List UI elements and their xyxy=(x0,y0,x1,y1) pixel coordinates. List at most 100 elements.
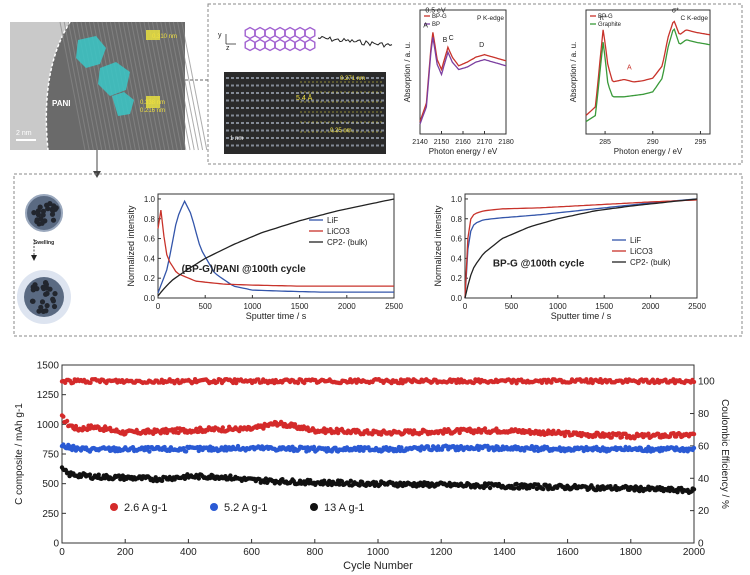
p_kedge-xtick-label: 2160 xyxy=(455,139,471,146)
p_kedge-xtick-label: 2170 xyxy=(477,139,493,146)
cycling-chart: 0 200 400 600 800 1000 1200 1400 1600 1800 2000025… xyxy=(14,361,730,573)
cycling-legend-marker xyxy=(310,503,318,511)
cycling-legend-marker xyxy=(110,503,118,511)
sputter_pani-ylabel: Normalized intensity xyxy=(126,205,136,287)
sputter_pani-xtick-label: 1500 xyxy=(291,302,309,311)
sputter-bpg-chart: 0 500 1000 1500 2000 2500 0.0 0.2 0.4 0.6 0.8 1.0 Sp… xyxy=(433,193,706,321)
sputter_bpg-series-2 xyxy=(464,198,698,299)
cycling-y2label: Coulombic Efficiency / % xyxy=(719,399,730,509)
sputter_pani-ytick-label: 0.8 xyxy=(144,215,156,224)
sputter_bpg-series-1 xyxy=(464,199,698,299)
c_kedge-xtick-label: 285 xyxy=(599,139,611,146)
sputter_pani-ytick-label: 0.0 xyxy=(144,294,156,303)
cycling-series-1 xyxy=(59,442,697,454)
cycling-plot-frame xyxy=(61,364,695,544)
cycling-ytick-label: 750 xyxy=(42,450,59,461)
c_kedge-plot-frame xyxy=(585,9,711,135)
cycling-xtick-label: 2000 xyxy=(683,547,706,558)
sputter_pani-xlabel: Sputter time / s xyxy=(246,311,307,321)
sputter_pani-xtick-label: 2000 xyxy=(338,302,356,311)
cycling-y2tick-label: 100 xyxy=(698,377,715,388)
cycling-y2tick-label: 60 xyxy=(698,441,710,452)
c-kedge-chart: 285 290 295 Photon energy / eV Absorption / … xyxy=(569,7,711,156)
sputter_bpg-xtick-label: 1500 xyxy=(595,302,613,311)
sputter_pani-ytick-label: 0.4 xyxy=(144,254,156,263)
c_kedge-ylabel: Absorption / a. u. xyxy=(569,42,578,102)
sputter_bpg-ytick-label: 0.4 xyxy=(451,254,463,263)
cycling-y2tick-label: 80 xyxy=(698,409,710,420)
axis-label-y: y xyxy=(218,32,222,39)
cycling-ytick-label: 500 xyxy=(42,479,59,490)
p-kedge-legend-label: BP xyxy=(432,22,440,28)
cycling-ytick-label: 250 xyxy=(42,509,59,520)
cycling-series-2 xyxy=(59,465,697,495)
cycling-legend-marker xyxy=(210,503,218,511)
p_kedge-xlabel: Photon energy / eV xyxy=(429,147,498,156)
cycling-xtick-label: 1000 xyxy=(367,547,390,558)
sputter_bpg-xtick-label: 2000 xyxy=(642,302,660,311)
p-kedge-annotation-d: D xyxy=(479,42,484,49)
sputter_pani-ytick-label: 1.0 xyxy=(144,195,156,204)
p-kedge-legend-label: BP-G xyxy=(432,14,447,20)
cycling-legend-label: 2.6 A g-1 xyxy=(124,502,167,514)
sputter-pani-legend-label: LiF xyxy=(327,216,338,225)
p_kedge-xtick-label: 2140 xyxy=(412,139,428,146)
sputter_pani-series-0 xyxy=(157,199,394,294)
p_kedge-xtick-label: 2150 xyxy=(434,139,450,146)
swelling-schematic: Swelling xyxy=(17,194,71,324)
sputter_bpg-plot-frame xyxy=(464,193,698,299)
cycling-legend-label: 5.2 A g-1 xyxy=(224,502,267,514)
cycling-xtick-label: 1800 xyxy=(620,547,643,558)
sputter_pani-xtick-label: 0 xyxy=(156,302,161,311)
cycling-xtick-label: 400 xyxy=(180,547,197,558)
sputter_pani-series-2 xyxy=(157,198,395,297)
c_kedge-series-1 xyxy=(585,28,711,123)
cycling-xtick-label: 600 xyxy=(243,547,260,558)
c-kedge-title: C K-edge xyxy=(681,15,709,22)
cycling-ylabel: C composite / mAh g-1 xyxy=(14,403,25,505)
cycling-xtick-label: 200 xyxy=(117,547,134,558)
c-kedge-annotation-pi: π* xyxy=(599,15,607,22)
sputter_bpg-ytick-label: 0.0 xyxy=(451,294,463,303)
sputter_bpg-ylabel: Normalized intensity xyxy=(433,205,443,287)
p-kedge-annotation-b: B xyxy=(443,37,448,44)
cycling-ytick-label: 1250 xyxy=(37,390,60,401)
sputter_pani-plot-frame xyxy=(157,193,395,299)
sputter-pani-legend-label: CP2- (bulk) xyxy=(327,238,368,247)
sputter_pani-series-1 xyxy=(157,209,394,287)
p_kedge-series-1 xyxy=(419,37,507,125)
sputter-bpg-legend-label: LiF xyxy=(630,236,641,245)
sputter_bpg-ytick-label: 0.6 xyxy=(451,235,463,244)
tem-scale-bar: 2 nm xyxy=(16,130,32,137)
hrtem-image: 0.271 nm 5.4 Å 0.25 nm 1 nm xyxy=(224,72,386,154)
sputter-bpg-annotation: BP-G @100th cycle xyxy=(493,258,585,269)
cycling-y2tick-label: 20 xyxy=(698,506,710,517)
spectroscopy-panel xyxy=(207,3,743,165)
c-kedge-legend-label: Graphite xyxy=(598,22,622,28)
sputter_bpg-xlabel: Sputter time / s xyxy=(551,311,612,321)
sputter_bpg-xtick-label: 2500 xyxy=(688,302,706,311)
c_kedge-xtick-label: 290 xyxy=(647,139,659,146)
sputter_bpg-ytick-label: 1.0 xyxy=(451,195,463,204)
cycling-ytick-label: 1500 xyxy=(37,361,60,372)
swelling-label: Swelling xyxy=(34,240,54,246)
cycling-xtick-label: 0 xyxy=(59,547,65,558)
cycling-xtick-label: 1400 xyxy=(493,547,516,558)
c_kedge-series-0 xyxy=(585,20,711,116)
p-kedge-annotation-shift: 0.5 eV xyxy=(425,7,446,14)
sputter_pani-ytick-label: 0.6 xyxy=(144,235,156,244)
c-kedge-legend-label: BP-G xyxy=(598,14,613,20)
hrtem-label-1: 0.271 nm xyxy=(340,76,365,82)
p-kedge-annotation-c: C xyxy=(449,35,454,42)
hrtem-label-3: 0.25 nm xyxy=(330,128,352,134)
cycling-y2tick-label: 0 xyxy=(698,539,704,550)
bp-structure-diagram: y z xyxy=(218,26,393,52)
p_kedge-ylabel: Absorption / a. u. xyxy=(403,42,412,102)
sputter_bpg-ytick-label: 0.2 xyxy=(451,274,463,283)
p_kedge-xtick-label: 2180 xyxy=(498,139,514,146)
axis-label-z: z xyxy=(226,45,230,52)
p_kedge-plot-frame xyxy=(419,9,507,135)
p_kedge-series-0 xyxy=(419,32,507,122)
c-kedge-annotation-a: A xyxy=(627,65,632,72)
